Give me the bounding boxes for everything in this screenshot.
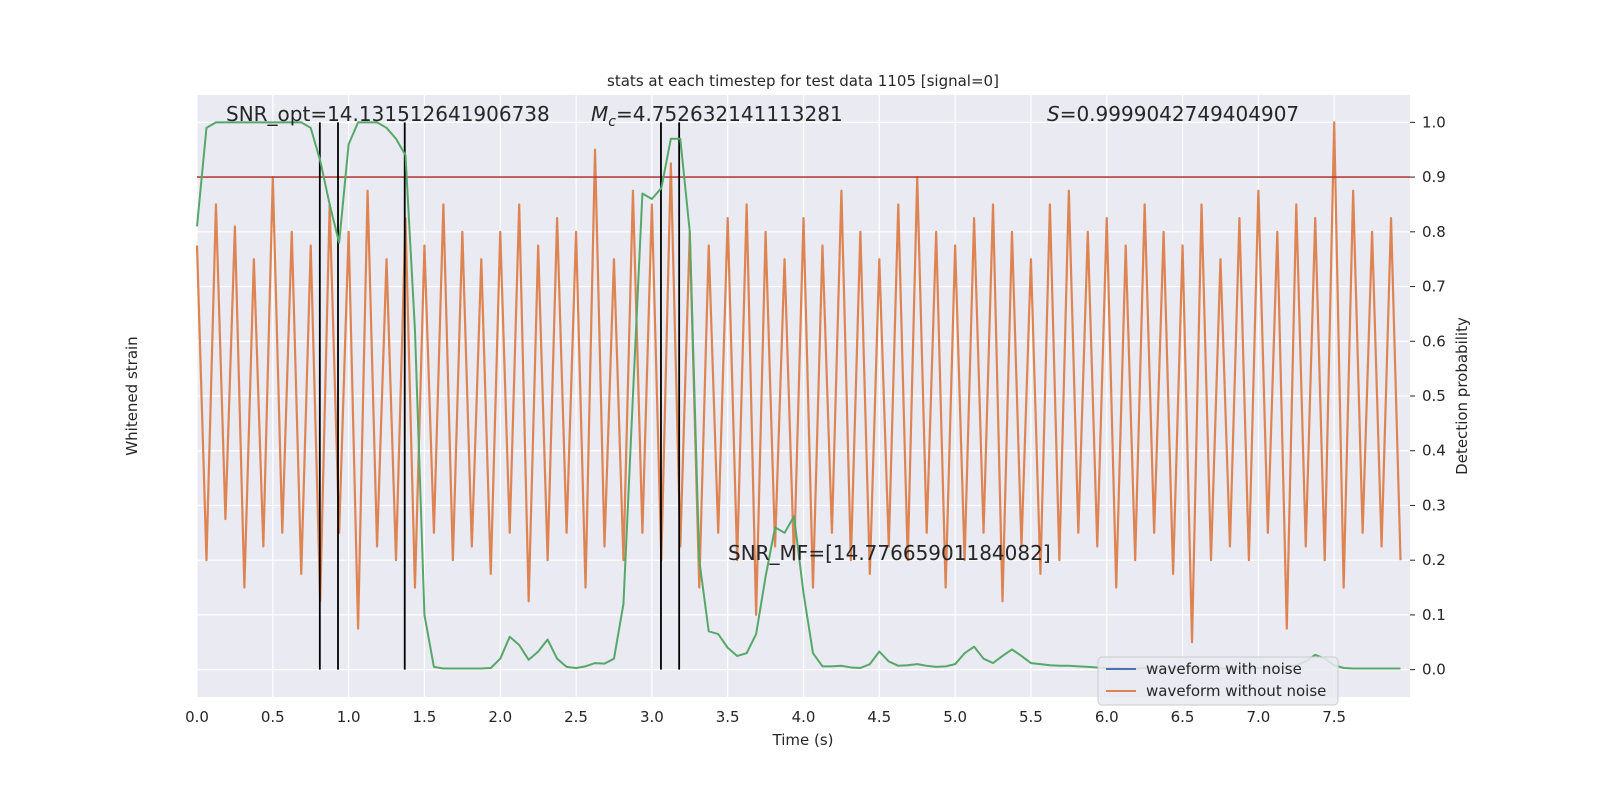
annotations: SNR_opt=14.131512641906738 Mc=4.75263214… [226,102,1299,565]
x-tick-label: 7.5 [1322,708,1346,726]
x-tick-label: 6.5 [1171,708,1195,726]
annotation-symbol: S [1047,102,1060,126]
legend-label: waveform with noise [1146,660,1302,678]
y2-tick-label: 0.8 [1422,223,1446,241]
y2-tick-label: 0.2 [1422,551,1446,569]
x-tick-label: 3.0 [640,708,664,726]
legend: waveform with noise waveform without nois… [1097,656,1339,706]
annotation-subscript: c [608,114,616,130]
y2-tick-label: 1.0 [1422,113,1446,131]
x-tick-label: 2.5 [564,708,588,726]
annotation: SNR_MF=[14.77665901184082] [728,541,1051,565]
x-tick-label: 0.0 [185,708,209,726]
x-tick-label: 6.0 [1095,708,1119,726]
x-tick-label: 2.0 [488,708,512,726]
legend-box [1097,656,1339,706]
y2-tick-label: 0.7 [1422,278,1446,296]
y2-tick-label: 0.4 [1422,442,1446,460]
annotation-text: =4.752632141113281 [616,102,843,126]
x-tick-label: 1.0 [337,708,361,726]
x-tick-label: 1.5 [413,708,437,726]
y2-tick-label: 0.9 [1422,168,1446,186]
y2-tick-label: 0.1 [1422,606,1446,624]
annotation-symbol: M [591,102,608,126]
y2-tick-label: 0.5 [1422,387,1446,405]
x-tick-label: 5.5 [1019,708,1043,726]
annotation: Mc=4.752632141113281 [591,102,843,130]
y2-tick-label: 0.3 [1422,496,1446,514]
y2-axis-label: Detection probability [1453,317,1471,475]
x-axis-label: Time (s) [772,731,834,749]
x-tick-label: 7.0 [1246,708,1270,726]
chart-title: stats at each timestep for test data 110… [607,72,999,90]
annotation: S=0.9999042749404907 [1047,102,1299,126]
annotation-text: =0.9999042749404907 [1060,102,1299,126]
y2-tick-label: 0.6 [1422,332,1446,350]
x-tick-label: 4.0 [792,708,816,726]
x-tick-label: 0.5 [261,708,285,726]
x-tick-label: 4.5 [867,708,891,726]
annotation: SNR_opt=14.131512641906738 [226,102,550,126]
waveform-line [195,121,1402,644]
x-tick-label: 3.5 [716,708,740,726]
y-axis-label: Whitened strain [123,336,141,455]
legend-label: waveform without noise [1146,682,1326,700]
x-tick-label: 5.0 [943,708,967,726]
y2-tick-label: 0.0 [1422,661,1446,679]
